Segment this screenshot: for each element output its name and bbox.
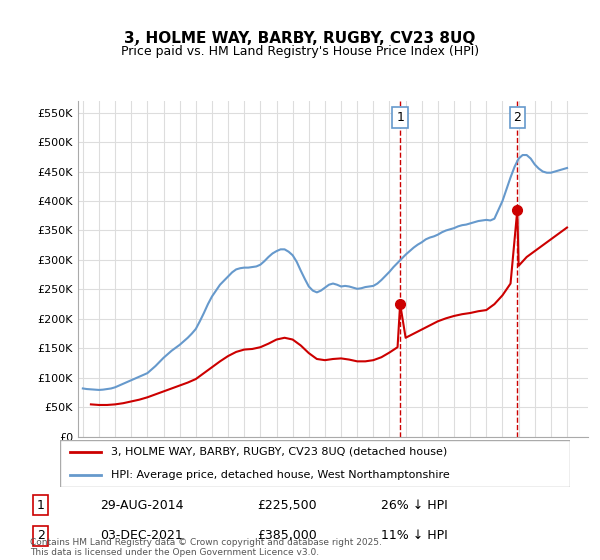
FancyBboxPatch shape [60, 440, 570, 487]
Text: Price paid vs. HM Land Registry's House Price Index (HPI): Price paid vs. HM Land Registry's House … [121, 45, 479, 58]
Text: 26% ↓ HPI: 26% ↓ HPI [381, 498, 448, 512]
Text: 29-AUG-2014: 29-AUG-2014 [100, 498, 184, 512]
Text: 03-DEC-2021: 03-DEC-2021 [100, 529, 183, 543]
Text: 3, HOLME WAY, BARBY, RUGBY, CV23 8UQ: 3, HOLME WAY, BARBY, RUGBY, CV23 8UQ [124, 31, 476, 46]
Text: Contains HM Land Registry data © Crown copyright and database right 2025.
This d: Contains HM Land Registry data © Crown c… [30, 538, 382, 557]
Text: 3, HOLME WAY, BARBY, RUGBY, CV23 8UQ (detached house): 3, HOLME WAY, BARBY, RUGBY, CV23 8UQ (de… [111, 446, 447, 456]
Text: 2: 2 [514, 111, 521, 124]
Text: 1: 1 [37, 498, 45, 512]
Text: 1: 1 [396, 111, 404, 124]
Text: 11% ↓ HPI: 11% ↓ HPI [381, 529, 448, 543]
Text: HPI: Average price, detached house, West Northamptonshire: HPI: Average price, detached house, West… [111, 470, 450, 480]
Text: £225,500: £225,500 [257, 498, 316, 512]
Text: 2: 2 [37, 529, 45, 543]
Text: £385,000: £385,000 [257, 529, 317, 543]
